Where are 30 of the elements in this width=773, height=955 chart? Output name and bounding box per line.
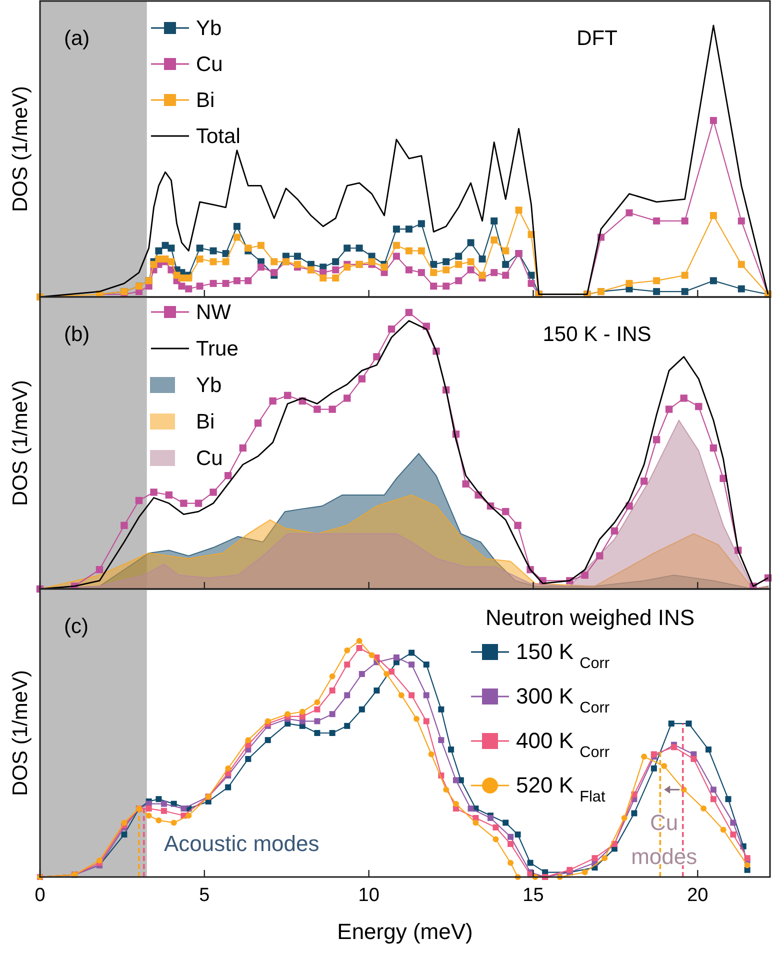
y-axis-title: DOS (1/meV) (9, 670, 32, 796)
legend-label: 150 K $_{Corr}$ (516, 639, 610, 672)
legend-title: Neutron weighed INS (485, 605, 695, 630)
legend-label: True (196, 338, 238, 360)
x-tick-label: 0 (34, 885, 46, 906)
x-tick-label: 5 (199, 885, 210, 906)
text: 150 K - INS (542, 323, 652, 346)
legend-label: 520 K $_{Flat}$ (516, 772, 606, 805)
text: (b) (64, 323, 90, 346)
annotation: Acoustic modes (164, 831, 320, 856)
x-tick-label: 10 (358, 885, 380, 906)
x-axis-title: Energy (meV) (337, 919, 473, 944)
legend-label: Bi (196, 410, 215, 434)
chart-title: (a) (64, 27, 90, 50)
annotation: Cu modes (631, 810, 698, 869)
legend-label: 400 K $_{Corr}$ (516, 728, 610, 760)
legend-label: Cu (196, 447, 223, 470)
y-axis-title: DOS (1/meV) (9, 380, 32, 506)
legend-label: 300 K $_{Corr}$ (516, 684, 610, 716)
legend-label: Bi (196, 89, 215, 112)
legend-label: Yb (196, 17, 222, 40)
legend-label: Total (196, 125, 240, 148)
x-tick-label: 20 (687, 885, 708, 906)
chart-title: (c) (64, 615, 88, 638)
legend-label: Yb (196, 374, 222, 397)
chart-subtitle: DFT (576, 27, 618, 50)
y-axis-title: DOS (1/meV) (9, 86, 32, 212)
legend-label: NW (196, 301, 232, 324)
x-tick-label: 15 (522, 885, 544, 906)
legend-label: Cu (196, 53, 223, 76)
